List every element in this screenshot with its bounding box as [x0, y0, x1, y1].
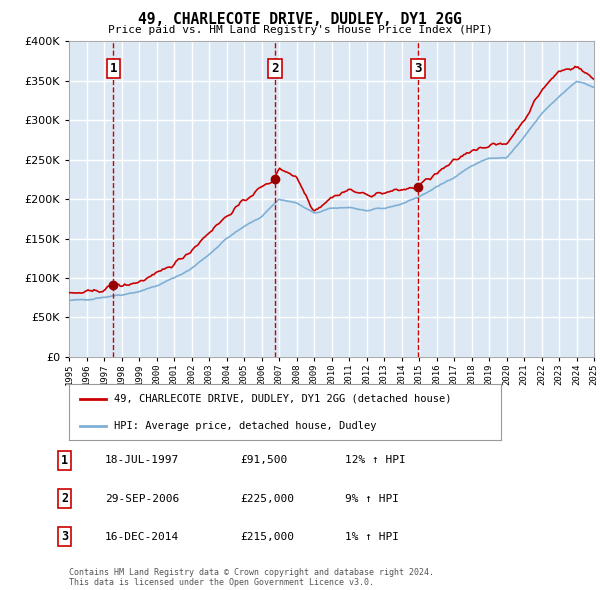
Text: £215,000: £215,000	[240, 532, 294, 542]
Text: 12% ↑ HPI: 12% ↑ HPI	[345, 455, 406, 465]
Text: 18-JUL-1997: 18-JUL-1997	[105, 455, 179, 465]
Text: 49, CHARLECOTE DRIVE, DUDLEY, DY1 2GG: 49, CHARLECOTE DRIVE, DUDLEY, DY1 2GG	[138, 12, 462, 27]
Text: 1: 1	[110, 61, 117, 74]
Text: £225,000: £225,000	[240, 494, 294, 503]
Text: 2: 2	[271, 61, 278, 74]
Text: £91,500: £91,500	[240, 455, 287, 465]
Text: 3: 3	[61, 530, 68, 543]
Text: 16-DEC-2014: 16-DEC-2014	[105, 532, 179, 542]
Text: Contains HM Land Registry data © Crown copyright and database right 2024.
This d: Contains HM Land Registry data © Crown c…	[69, 568, 434, 587]
Text: 29-SEP-2006: 29-SEP-2006	[105, 494, 179, 503]
Text: Price paid vs. HM Land Registry's House Price Index (HPI): Price paid vs. HM Land Registry's House …	[107, 25, 493, 35]
Text: 3: 3	[415, 61, 422, 74]
Text: 49, CHARLECOTE DRIVE, DUDLEY, DY1 2GG (detached house): 49, CHARLECOTE DRIVE, DUDLEY, DY1 2GG (d…	[115, 394, 452, 404]
Text: 1% ↑ HPI: 1% ↑ HPI	[345, 532, 399, 542]
Text: 2: 2	[61, 492, 68, 505]
Text: HPI: Average price, detached house, Dudley: HPI: Average price, detached house, Dudl…	[115, 421, 377, 431]
Text: 9% ↑ HPI: 9% ↑ HPI	[345, 494, 399, 503]
Text: 1: 1	[61, 454, 68, 467]
